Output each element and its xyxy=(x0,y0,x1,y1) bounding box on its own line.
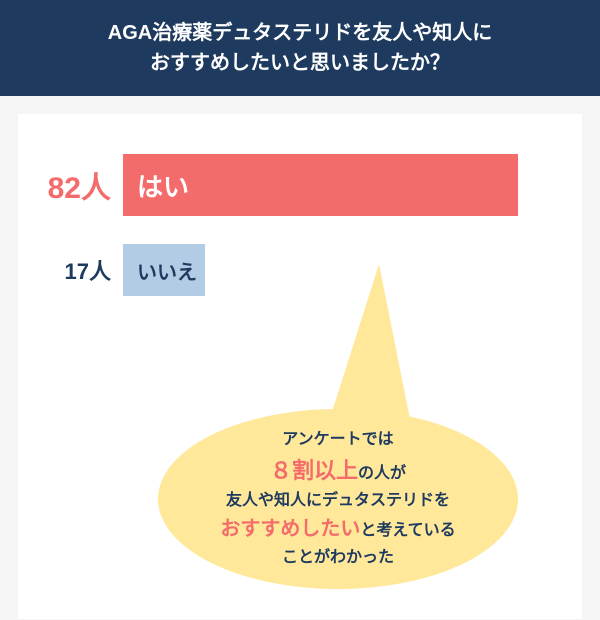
bar-value-no-num: 17 xyxy=(65,259,89,284)
callout-text: アンケートでは ８割以上の人が 友人や知人にデュタステリドを おすすめしたいと考… xyxy=(220,427,455,571)
callout-wrap: アンケートでは ８割以上の人が 友人や知人にデュタステリドを おすすめしたいと考… xyxy=(148,374,528,604)
bar-no: いいえ xyxy=(123,244,205,296)
bar-value-no: 17人 xyxy=(38,254,123,286)
bar-value-yes: 82人 xyxy=(38,163,123,207)
bar-yes-label: はい xyxy=(137,167,189,204)
callout-line5: ことがわかった xyxy=(282,549,394,566)
root-container: AGA治療薬デュタステリドを友人や知人に おすすめしたいと思いましたか？ 82人… xyxy=(0,0,600,620)
callout-line3: 友人や知人にデュタステリドを xyxy=(226,492,450,509)
callout-line4: と考えている xyxy=(360,522,455,539)
question-header: AGA治療薬デュタステリドを友人や知人に おすすめしたいと思いましたか？ xyxy=(0,0,600,96)
callout-em2: おすすめしたい xyxy=(220,518,360,540)
callout-line1: アンケートでは xyxy=(282,431,393,448)
bar-row-no: 17人 いいえ xyxy=(38,244,562,296)
bar-value-no-suffix: 人 xyxy=(89,259,111,284)
chart-area: 82人 はい 17人 いいえ アンケートでは ８割以上の人が 友人や知人にデュタ… xyxy=(18,114,582,619)
callout-line2: の人が xyxy=(358,465,406,482)
bar-value-yes-suffix: 人 xyxy=(81,172,111,205)
callout-em1: ８割以上 xyxy=(270,458,358,483)
bar-value-yes-num: 82 xyxy=(48,172,81,205)
bar-yes: はい xyxy=(123,154,518,216)
callout-bubble: アンケートでは ８割以上の人が 友人や知人にデュタステリドを おすすめしたいと考… xyxy=(158,409,518,589)
header-line1: AGA治療薬デュタステリドを友人や知人に xyxy=(108,22,492,44)
bar-row-yes: 82人 はい xyxy=(38,154,562,216)
header-line2: おすすめしたいと思いましたか？ xyxy=(150,52,450,74)
bar-no-label: いいえ xyxy=(137,256,197,285)
